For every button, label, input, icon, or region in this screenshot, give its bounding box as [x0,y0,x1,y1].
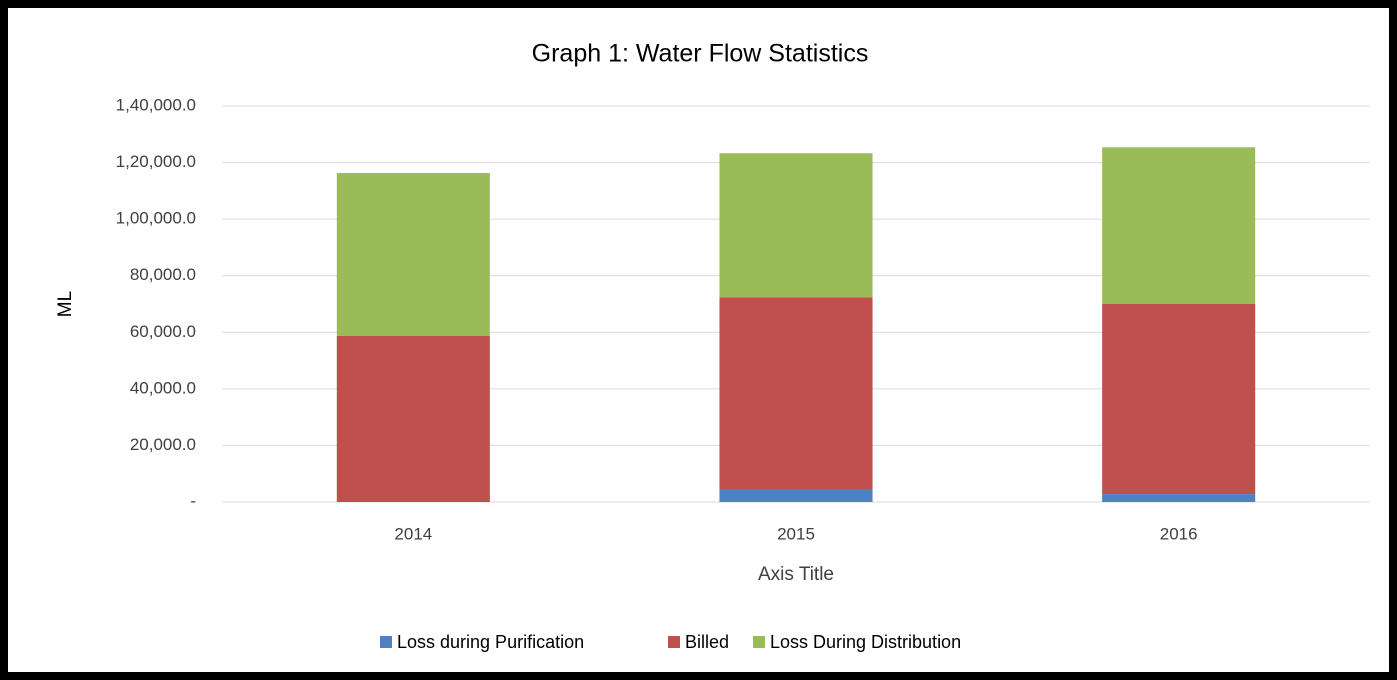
bar-segment [719,153,873,298]
legend-label: Loss During Distribution [770,632,961,652]
y-tick-label: - [190,491,196,510]
y-tick-label: 80,000.0 [130,265,196,284]
legend-swatch [668,636,680,648]
y-tick-label: 20,000.0 [130,435,196,454]
y-tick-label: 1,00,000.0 [116,209,196,228]
bar-segment [1102,304,1256,495]
x-tick-label: 2016 [1160,524,1198,543]
legend-label: Loss during Purification [397,632,584,652]
bar-segment [1102,494,1256,502]
x-tick-label: 2014 [394,524,432,543]
y-tick-label: 1,40,000.0 [116,95,196,114]
chart-title: Graph 1: Water Flow Statistics [532,40,869,68]
x-axis-title: Axis Title [758,564,834,585]
y-tick-label: 1,20,000.0 [116,152,196,171]
legend-label: Billed [685,632,729,652]
y-axis-title: ML [55,291,76,317]
bar-segment [719,488,873,502]
legend-swatch [753,636,765,648]
bar-segment [719,297,873,489]
bar-segment [336,335,490,502]
x-tick-label: 2015 [777,524,815,543]
bar-segment [336,173,490,336]
bar-segment [1102,147,1256,304]
legend-swatch [380,636,392,648]
y-tick-label: 40,000.0 [130,378,196,397]
y-tick-label: 60,000.0 [130,322,196,341]
